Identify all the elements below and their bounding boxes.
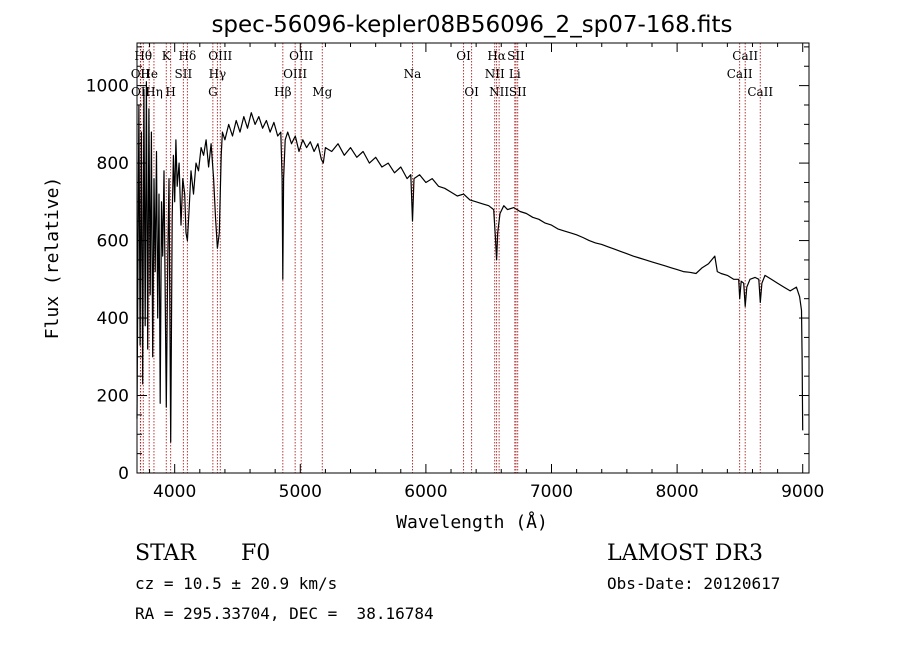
line-marker-label: H bbox=[165, 85, 175, 99]
survey-name: LAMOST DR3 bbox=[607, 541, 763, 566]
x-tick-label: 6000 bbox=[404, 482, 447, 502]
line-marker-label: G bbox=[208, 85, 218, 99]
axis-ticks bbox=[137, 43, 809, 474]
coordinates: RA = 295.33704, DEC = 38.16784 bbox=[135, 604, 434, 623]
axis-tick-labels: 4000 5000 6000 7000 8000 9000 0 200 400 600 800 100… bbox=[86, 77, 825, 502]
line-marker-label: OI bbox=[464, 85, 479, 99]
x-axis-label: Wavelength (Å) bbox=[396, 511, 548, 533]
y-tick-label: 600 bbox=[97, 232, 129, 252]
x-tick-label: 8000 bbox=[655, 482, 698, 502]
line-marker-label: K bbox=[162, 49, 172, 63]
line-markers bbox=[139, 43, 761, 473]
line-marker-label: SII bbox=[507, 49, 525, 63]
y-tick-label: 800 bbox=[97, 154, 129, 174]
object-subclass: F0 bbox=[241, 541, 270, 566]
line-marker-label: He bbox=[140, 67, 158, 81]
obs-date: Obs-Date: 20120617 bbox=[607, 574, 780, 593]
line-marker-label: OII bbox=[131, 67, 151, 81]
y-tick-label: 200 bbox=[97, 387, 129, 407]
x-tick-label: 4000 bbox=[153, 482, 196, 502]
line-marker-label: SII bbox=[174, 67, 192, 81]
line-marker-label: Hβ bbox=[274, 85, 291, 99]
line-marker-label: NII bbox=[489, 85, 509, 99]
plot-frame bbox=[136, 42, 810, 474]
redshift-readout: cz = 10.5 ± 20.9 km/s bbox=[135, 574, 337, 593]
line-marker-label: CaII bbox=[727, 67, 753, 81]
y-axis-label: Flux (relative) bbox=[42, 177, 63, 340]
line-marker-label: OI bbox=[456, 49, 471, 63]
line-marker-label: Hα bbox=[487, 49, 506, 63]
x-tick-label: 5000 bbox=[279, 482, 322, 502]
line-marker-label: Mg bbox=[312, 85, 332, 99]
line-marker-label: Hδ bbox=[179, 49, 197, 63]
line-marker-label: CaII bbox=[732, 49, 758, 63]
line-marker-label: Hγ bbox=[209, 67, 227, 81]
line-marker-label: SII bbox=[509, 85, 527, 99]
y-tick-label: 400 bbox=[97, 309, 129, 329]
line-marker-label: OIII bbox=[289, 49, 313, 63]
line-marker-label: Na bbox=[404, 67, 422, 81]
line-marker-label: Li bbox=[509, 67, 521, 81]
y-tick-label: 1000 bbox=[86, 77, 129, 97]
line-marker-label: CaII bbox=[747, 85, 773, 99]
line-marker-label: NII bbox=[485, 67, 505, 81]
line-marker-label: OIII bbox=[208, 49, 232, 63]
x-tick-label: 7000 bbox=[530, 482, 573, 502]
object-class: STAR bbox=[135, 541, 197, 566]
spectrum-line bbox=[136, 81, 804, 443]
y-tick-label: 0 bbox=[118, 464, 129, 484]
line-marker-label: Hθ bbox=[134, 49, 152, 63]
line-marker-label: OII bbox=[131, 85, 151, 99]
chart-title: spec-56096-kepler08B56096_2_sp07-168.fit… bbox=[211, 12, 732, 38]
line-marker-label: OIII bbox=[283, 67, 307, 81]
line-marker-label: Hη bbox=[145, 85, 163, 99]
x-tick-label: 9000 bbox=[781, 482, 824, 502]
